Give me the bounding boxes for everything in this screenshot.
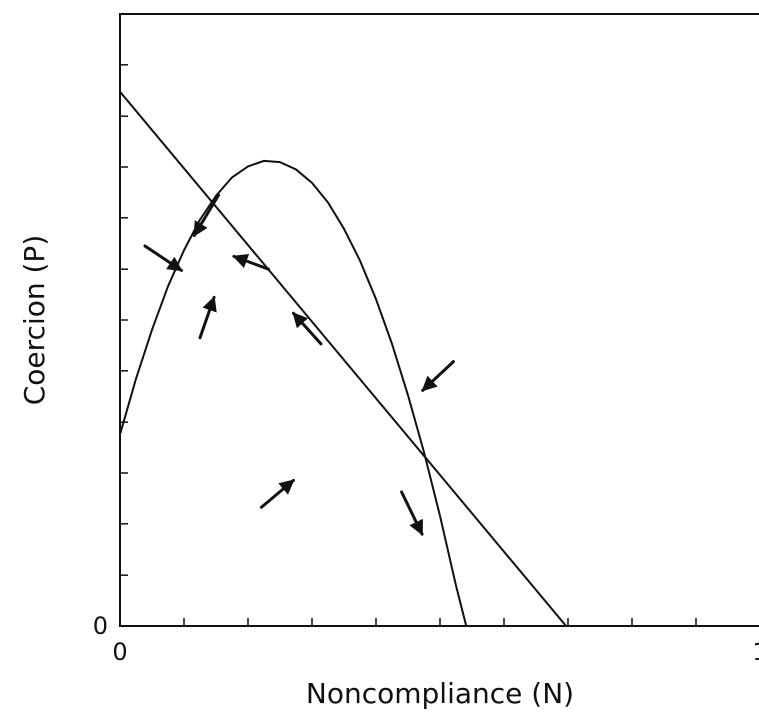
vector-arrow [192, 193, 221, 238]
x-axis-label: Noncompliance (N) [306, 677, 574, 710]
vector-field-arrows [143, 193, 455, 536]
x-axis-tick-labels: 01 [112, 638, 759, 666]
series-layer [119, 91, 567, 627]
y-axis-tick-labels: 0 [93, 612, 108, 640]
y-axis-label: Coercion (P) [18, 235, 51, 406]
y-axis-ticks [120, 13, 128, 627]
vector-arrow [400, 490, 424, 536]
vector-arrow [291, 311, 323, 346]
vector-arrow [143, 244, 183, 272]
vector-arrow [259, 478, 295, 509]
vector-arrow [198, 295, 217, 340]
x-tick-label: 1 [752, 638, 759, 666]
vector-arrow [232, 254, 270, 271]
y-tick-label: 0 [93, 612, 108, 640]
hump-curve-series-line [119, 159, 468, 627]
x-axis-ticks [119, 618, 697, 626]
x-tick-label: 0 [112, 638, 127, 666]
plot-frame [119, 13, 759, 627]
straight-line-series-line [119, 91, 567, 627]
vector-arrow [421, 360, 455, 392]
